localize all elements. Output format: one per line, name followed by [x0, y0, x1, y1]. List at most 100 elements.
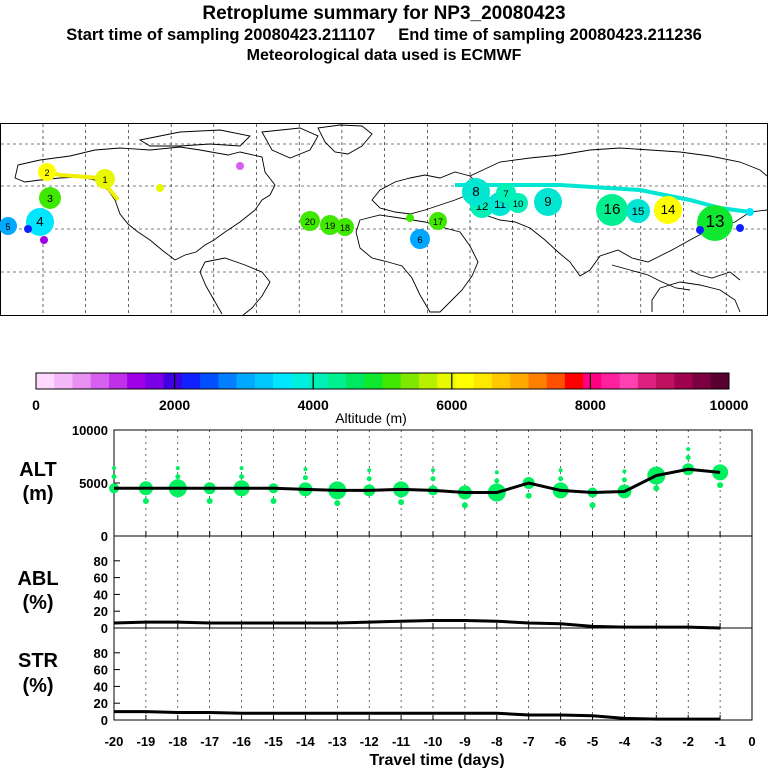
colorbar-cell — [163, 373, 183, 389]
plume-cluster-label: 6 — [417, 235, 422, 246]
plume-minor-marker — [696, 226, 704, 234]
x-tick-label: -16 — [232, 734, 251, 749]
y-tick-label: 0 — [101, 529, 108, 544]
x-tick-label: -20 — [105, 734, 124, 749]
x-tick-label: -17 — [200, 734, 219, 749]
colorbar-cell — [108, 373, 128, 389]
alt-axis-unit: (m) — [22, 483, 53, 505]
alt-bubble — [111, 474, 117, 480]
plume-cluster-marker — [462, 178, 490, 206]
plume-cluster-marker — [336, 218, 354, 236]
colorbar-cell — [327, 373, 347, 389]
colorbar-cell — [583, 373, 602, 389]
colorbar-cell — [236, 373, 256, 389]
colorbar-cell — [656, 373, 675, 389]
x-axis-label: Travel time (days) — [369, 752, 504, 768]
plume-cluster-label: 4 — [36, 214, 43, 229]
plume-cluster-marker — [410, 229, 430, 249]
plume-cluster-label: 18 — [340, 223, 350, 233]
y-tick-label: 0 — [101, 713, 108, 728]
alt-bubble — [367, 468, 372, 473]
alt-bubble — [366, 476, 372, 482]
plume-cluster-20: 20 — [300, 211, 320, 231]
colorbar-cell — [491, 373, 511, 389]
colorbar-cell — [36, 373, 55, 389]
colorbar-cell — [692, 373, 712, 389]
y-tick-label: 80 — [94, 646, 108, 661]
colorbar-cell — [674, 373, 693, 389]
alt-bubble — [303, 467, 308, 472]
colorbar-frame — [35, 372, 730, 390]
y-tick-label: 40 — [94, 679, 108, 694]
colorbar-cell — [346, 373, 365, 389]
chart-title: Retroplume summary for NP3_20080423 — [202, 3, 566, 24]
alt-bubble — [334, 500, 341, 507]
colorbar-label: Altitude (m) — [335, 410, 407, 426]
colorbar-cell — [90, 373, 110, 389]
plume-cluster-label: 3 — [47, 194, 53, 205]
alt-bubble — [142, 498, 149, 505]
plume-cluster-label: 20 — [305, 217, 316, 228]
x-tick-label: -19 — [137, 734, 156, 749]
plume-cluster-1: 1 — [95, 169, 115, 189]
colorbar-cell — [564, 373, 584, 389]
colorbar-cell — [400, 373, 420, 389]
y-tick-label: 0 — [101, 621, 108, 636]
x-tick-label: -9 — [459, 734, 471, 749]
y-tick-label: 60 — [94, 663, 108, 678]
colorbar-cells — [36, 373, 730, 389]
y-tick-label: 10000 — [72, 425, 108, 438]
plume-cluster-label: 15 — [632, 206, 645, 218]
plume-cluster-marker — [496, 183, 516, 203]
plume-cluster-label: 13 — [705, 212, 724, 231]
plume-cluster-marker — [534, 188, 562, 216]
y-tick-label: 40 — [94, 587, 108, 602]
plume-cluster-17: 17 — [429, 212, 447, 230]
plume-cluster-18: 18 — [336, 218, 354, 236]
colorbar-tick-label: 6000 — [436, 397, 467, 413]
x-tick-label: -8 — [491, 734, 503, 749]
alt-bubble — [558, 468, 563, 473]
plume-cluster-label: 2 — [44, 168, 49, 178]
colorbar-cell — [200, 373, 219, 389]
colorbar-cell — [455, 373, 475, 389]
str-axis-unit: (%) — [22, 675, 53, 697]
plume-cluster-marker — [697, 205, 733, 241]
plume-cluster-marker — [300, 211, 320, 231]
plume-cluster-marker — [95, 169, 115, 189]
plume-cluster-label: 1 — [102, 175, 107, 186]
plume-cluster-marker — [320, 215, 340, 235]
plume-cluster-6: 6 — [410, 229, 430, 249]
plume-cluster-label: 5 — [5, 222, 10, 232]
plume-minor-marker — [156, 184, 164, 192]
colorbar-cell — [273, 373, 292, 389]
plume-cluster-marker — [39, 187, 61, 209]
plume-cluster-13: 13 — [697, 205, 733, 241]
alt-bubble — [621, 477, 627, 483]
plume-cluster-19: 19 — [320, 215, 340, 235]
plume-cluster-marker — [596, 194, 628, 226]
x-axis-ticks: -20 -19 -18 -17 -16 -15 -14 -13 -12 -11 -10 -9 -8 -7-… — [105, 734, 756, 749]
colorbar-cell — [546, 373, 566, 389]
plume-cluster-marker — [429, 212, 447, 230]
plume-cluster-15: 15 — [626, 199, 650, 223]
alt-bubble — [270, 498, 277, 505]
colorbar-tick-label: 4000 — [298, 397, 329, 413]
x-tick-label: -5 — [587, 734, 599, 749]
colorbar-cell — [218, 373, 238, 389]
y-tick-label: 60 — [94, 571, 108, 586]
plume-cluster-3: 3 — [39, 187, 61, 209]
colorbar-cell — [72, 373, 92, 389]
x-tick-label: -11 — [392, 734, 410, 749]
x-tick-label: -12 — [360, 734, 379, 749]
sampling-times: Start time of sampling 20080423.211107 E… — [66, 26, 702, 44]
colorbar-ticks: 0 2000 4000 6000 8000 10000 — [32, 397, 749, 413]
x-tick-label: -10 — [424, 734, 443, 749]
colorbar-cell — [254, 373, 274, 389]
plume-cluster-8: 8 — [462, 178, 490, 206]
alt-bubble — [430, 476, 436, 482]
y-tick-label: 20 — [94, 696, 108, 711]
